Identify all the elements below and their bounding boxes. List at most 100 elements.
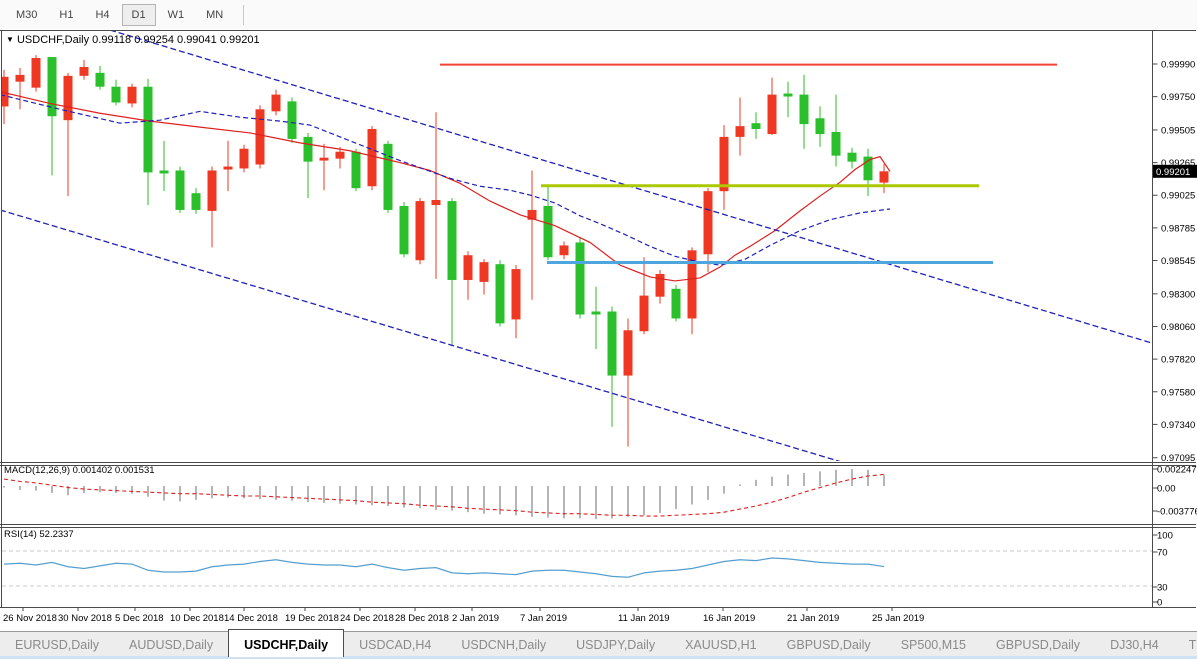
price-axis-label: 0.99990 bbox=[1161, 60, 1195, 71]
candle-body bbox=[495, 264, 505, 324]
date-axis-label: 16 Jan 2019 bbox=[703, 613, 755, 624]
toolbar-divider bbox=[243, 4, 245, 25]
candle-body bbox=[351, 151, 361, 189]
candle-body bbox=[415, 201, 425, 261]
candle-body bbox=[159, 170, 169, 174]
candle-body bbox=[287, 101, 297, 139]
candle-body bbox=[559, 245, 569, 256]
tab-usdjpy-daily[interactable]: USDJPY,Daily bbox=[576, 637, 656, 652]
macd-current-values: 0.001402 0.001531 bbox=[72, 465, 155, 476]
tab-audusd-daily[interactable]: AUDUSD,Daily bbox=[129, 637, 214, 652]
chart-window[interactable]: 0.99990 0.99750 0.99505 0.99265 0.99025 0.987… bbox=[0, 29, 1197, 628]
candle-body bbox=[623, 330, 633, 376]
ohlc-high: 0.99254 bbox=[134, 34, 174, 46]
rsi-axis-label: 100 bbox=[1157, 531, 1173, 542]
candle-body bbox=[479, 262, 489, 282]
tab-usdchf-daily[interactable]: USDCHF,Daily bbox=[228, 629, 345, 657]
rsi-panel bbox=[2, 550, 1153, 587]
timeframe-button-d1[interactable]: D1 bbox=[121, 3, 156, 26]
price-chart-canvas[interactable]: 0.99990 0.99750 0.99505 0.99265 0.99025 0.987… bbox=[0, 29, 1197, 628]
timeframe-button-h4[interactable]: H4 bbox=[95, 8, 110, 21]
date-axis-label: 7 Jan 2019 bbox=[520, 613, 567, 624]
date-axis[interactable]: 26 Nov 2018 30 Nov 2018 5 Dec 2018 10 Dec 2… bbox=[3, 607, 924, 625]
tab-eurusd-daily[interactable]: EURUSD,Daily bbox=[15, 637, 100, 652]
chart-symbol-label: USDCHF,Daily bbox=[16, 34, 90, 46]
candle-body bbox=[31, 58, 41, 88]
candle-body bbox=[223, 166, 233, 170]
rsi-name: RSI(14) bbox=[4, 529, 37, 540]
rsi-axis-label: 70 bbox=[1157, 548, 1168, 559]
candle-body bbox=[607, 311, 617, 376]
timeframe-button-w1[interactable]: W1 bbox=[167, 8, 185, 21]
candle-body bbox=[863, 156, 873, 181]
date-axis-label: 28 Dec 2018 bbox=[395, 613, 449, 624]
timeframe-button-m30[interactable]: M30 bbox=[16, 8, 38, 21]
tab-gbpusd-daily[interactable]: GBPUSD,Daily bbox=[786, 637, 871, 652]
ohlc-low: 0.99041 bbox=[177, 34, 217, 46]
date-axis-label: 10 Dec 2018 bbox=[170, 613, 224, 624]
tab-usdcnh-daily[interactable]: USDCNH,Daily bbox=[461, 637, 547, 652]
panel-frame bbox=[0, 30, 1196, 608]
timeframe-button-mn[interactable]: MN bbox=[206, 8, 224, 21]
candle-body bbox=[303, 136, 313, 162]
tab-usdcad-h4[interactable]: USDCAD,H4 bbox=[359, 637, 432, 652]
date-axis-label: 19 Dec 2018 bbox=[285, 613, 339, 624]
price-axis-label: 0.97340 bbox=[1161, 420, 1195, 431]
date-axis-label: 26 Nov 2018 bbox=[3, 613, 57, 624]
candle-body bbox=[703, 191, 713, 255]
price-axis-label: 0.98300 bbox=[1161, 289, 1195, 300]
candle-body bbox=[687, 250, 697, 319]
candle-body bbox=[575, 242, 585, 315]
candle-body bbox=[639, 295, 649, 332]
candle-body bbox=[95, 72, 105, 87]
tab-sp500-m15[interactable]: SP500,M15 bbox=[900, 637, 967, 652]
candle-body bbox=[815, 118, 825, 135]
tab-dj30-h4[interactable]: DJ30,H4 bbox=[1110, 637, 1159, 652]
window-bottom-edge bbox=[0, 656, 1197, 659]
chart-title: ▼ USDCHF,Daily 0.99118 0.99254 0.99041 0… bbox=[6, 34, 260, 46]
macd-axis-label: 0.00 bbox=[1157, 484, 1176, 495]
current-price-badge bbox=[1153, 164, 1197, 178]
timeframe-toolbar: M30 H1 H4 D1 W1 MN bbox=[0, 0, 1197, 29]
tab-gbpusd-daily[interactable]: GBPUSD,Daily bbox=[996, 637, 1081, 652]
candle-body bbox=[271, 94, 281, 112]
candle-body bbox=[79, 66, 89, 76]
candle-body bbox=[783, 93, 793, 97]
tab-tech100-h1[interactable]: TECH100,H1 bbox=[1188, 637, 1197, 652]
main-price-panel bbox=[2, 31, 1152, 461]
candle-body bbox=[207, 170, 217, 211]
candle-body bbox=[383, 143, 393, 210]
candle-body bbox=[239, 148, 249, 169]
candle-body bbox=[127, 86, 137, 104]
price-axis-label: 0.98545 bbox=[1161, 256, 1195, 267]
price-axis-label: 0.97820 bbox=[1161, 355, 1195, 366]
collapse-indicator-icon[interactable]: ▼ bbox=[6, 35, 14, 44]
price-axis-label: 0.99265 bbox=[1161, 158, 1195, 169]
rsi-current-value: 52.2337 bbox=[39, 529, 74, 540]
candle-body bbox=[655, 273, 665, 297]
candle-body bbox=[511, 269, 521, 320]
tab-xauusd-h1[interactable]: XAUUSD,H1 bbox=[685, 637, 757, 652]
rsi-axis-label: 0 bbox=[1157, 598, 1162, 609]
macd-axis-label: -0.003776 bbox=[1157, 507, 1197, 518]
candle-body bbox=[543, 205, 553, 258]
price-axis[interactable]: 0.99990 0.99750 0.99505 0.99265 0.99025 0.987… bbox=[1152, 60, 1197, 609]
timeframe-button-h1[interactable]: H1 bbox=[59, 8, 74, 21]
date-axis-label: 14 Dec 2018 bbox=[224, 613, 278, 624]
candle-body bbox=[47, 57, 57, 117]
price-axis-label: 0.99750 bbox=[1161, 92, 1195, 103]
price-axis-label: 0.97580 bbox=[1161, 387, 1195, 398]
date-axis-label: 2 Jan 2019 bbox=[452, 613, 499, 624]
candle-body bbox=[463, 255, 473, 280]
candle-body bbox=[751, 123, 761, 130]
date-axis-label: 21 Jan 2019 bbox=[787, 613, 839, 624]
candle-body bbox=[255, 109, 265, 165]
candle-body bbox=[111, 86, 121, 103]
candle-body bbox=[191, 193, 201, 210]
macd-signal-line bbox=[3, 473, 885, 517]
date-axis-label: 25 Jan 2019 bbox=[872, 613, 924, 624]
candle-body bbox=[831, 132, 841, 156]
chart-background bbox=[0, 29, 1197, 628]
date-axis-label: 24 Dec 2018 bbox=[340, 613, 394, 624]
